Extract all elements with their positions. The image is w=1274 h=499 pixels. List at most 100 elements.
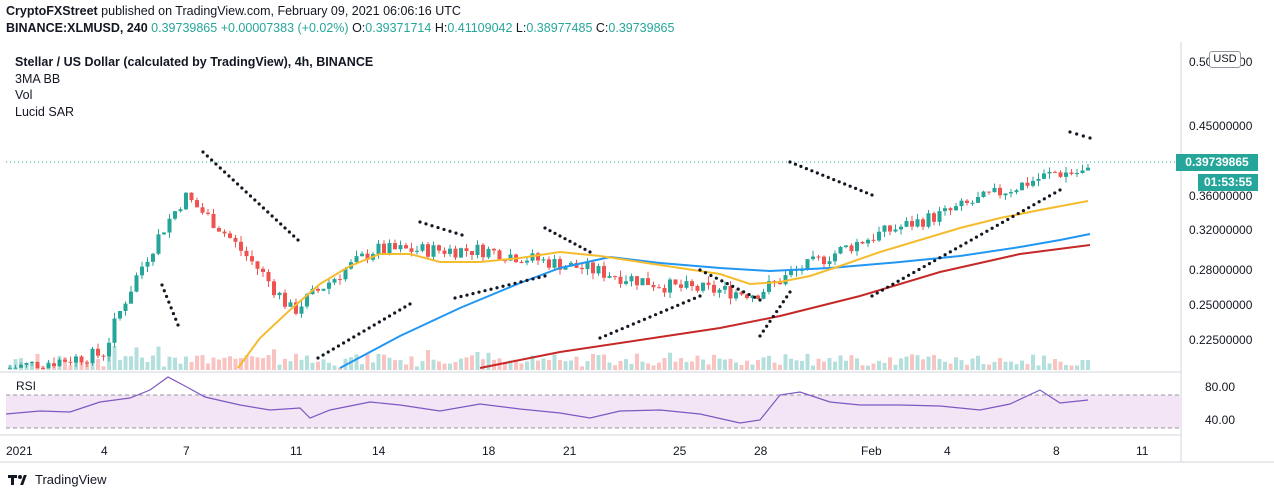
- volume-bar: [112, 346, 117, 370]
- volume-bar: [552, 354, 557, 370]
- volume-bar: [805, 353, 810, 370]
- volume-bar: [464, 357, 469, 370]
- candle-body: [976, 196, 980, 203]
- candle-body: [932, 213, 936, 222]
- sar-dot: [761, 329, 765, 333]
- chart-title[interactable]: Stellar / US Dollar (calculated by Tradi…: [15, 55, 374, 69]
- volume-bar: [519, 363, 524, 370]
- sar-dot: [235, 182, 240, 186]
- candle-body: [338, 279, 342, 281]
- sar-dot: [775, 309, 779, 314]
- sar-dot: [362, 329, 366, 333]
- symbol-label: BINANCE:XLMUSD, 240: [6, 21, 148, 35]
- volume-bar: [184, 356, 188, 370]
- sar-dot: [287, 230, 291, 234]
- sar-dot: [953, 247, 958, 251]
- sar-dot: [588, 250, 592, 254]
- volume-bar: [635, 353, 639, 370]
- sar-dot: [372, 323, 376, 327]
- volume-bar: [987, 364, 991, 370]
- rsi-tick-label: 40.00: [1205, 413, 1235, 427]
- candle-body: [552, 259, 557, 268]
- volume-bar: [200, 355, 205, 370]
- volume-bar: [871, 363, 876, 370]
- candle-body: [882, 225, 887, 232]
- time-tick-label: 7: [183, 444, 190, 458]
- time-tick-label: 14: [372, 444, 386, 458]
- sar-dot: [398, 308, 402, 312]
- candle-body: [415, 250, 419, 252]
- sar-dot: [274, 218, 279, 222]
- candle-body: [497, 250, 502, 261]
- sar-dot: [692, 296, 697, 300]
- candle-body: [970, 202, 975, 204]
- volume-bar: [756, 359, 760, 370]
- candle-body: [822, 256, 826, 265]
- candle-body: [162, 232, 166, 235]
- candle-body: [1086, 167, 1090, 171]
- legend-item-vol[interactable]: Vol: [15, 88, 33, 102]
- volume-bar: [794, 360, 799, 370]
- sar-dot: [454, 231, 458, 235]
- sar-dot: [896, 279, 900, 283]
- volume-bar: [767, 355, 771, 370]
- low-label: L:: [515, 21, 527, 35]
- time-tick-label: 11: [1136, 444, 1149, 458]
- volume-bar: [954, 357, 958, 370]
- volume-bar: [277, 364, 282, 370]
- sar-dot: [980, 232, 984, 236]
- sar-dot: [736, 287, 740, 291]
- sar-dot: [959, 244, 963, 248]
- sar-dot: [352, 335, 356, 339]
- sar-dot: [460, 233, 464, 237]
- sar-dot: [227, 174, 231, 178]
- candle-body: [294, 302, 298, 314]
- candle-body: [948, 208, 953, 211]
- volume-bar: [354, 354, 359, 370]
- volume-bar: [750, 364, 755, 370]
- sar-dot: [870, 294, 874, 298]
- candle-body: [591, 262, 595, 274]
- volume-bar: [937, 359, 942, 370]
- volume-bar: [833, 361, 837, 370]
- volume-bar: [151, 355, 155, 370]
- volume-bar: [530, 355, 535, 370]
- tradingview-branding[interactable]: TradingView: [8, 472, 107, 487]
- sar-dot: [341, 341, 346, 345]
- rsi-label[interactable]: RSI: [16, 379, 37, 393]
- sar-dot: [424, 222, 428, 226]
- candle-body: [574, 262, 579, 268]
- candle-body: [860, 241, 865, 244]
- candlesticks: [8, 163, 1090, 369]
- currency-button[interactable]: USD: [1209, 51, 1241, 68]
- publisher-name[interactable]: CryptoFXStreet: [6, 4, 98, 18]
- sar-dot: [1088, 136, 1092, 140]
- candle-body: [706, 282, 711, 285]
- volume-bar: [1047, 363, 1052, 370]
- volume-bar: [816, 358, 821, 370]
- legend-item-sar[interactable]: Lucid SAR: [15, 104, 75, 119]
- sar-dot: [171, 311, 176, 316]
- candle-body: [387, 243, 392, 254]
- volume-bar: [398, 360, 403, 370]
- candle-body: [354, 256, 359, 263]
- sar-dot: [1037, 200, 1041, 204]
- last-value: 0.39739865: [151, 21, 218, 35]
- sar-dot: [176, 323, 180, 327]
- sar-dot: [1027, 206, 1031, 210]
- volume-bar: [569, 360, 573, 370]
- volume-bar: [327, 362, 331, 370]
- candle-body: [365, 253, 370, 260]
- sar-dot: [626, 324, 630, 328]
- candle-body: [382, 243, 386, 254]
- legend-item-bb[interactable]: 3MA BB: [15, 71, 61, 86]
- volume-bar: [882, 362, 887, 370]
- volume-bar: [283, 358, 287, 370]
- sar-dot: [864, 191, 869, 195]
- volume-bar: [673, 361, 678, 370]
- candle-body: [838, 247, 843, 254]
- volume-bar: [426, 350, 430, 370]
- sar-dot: [489, 287, 493, 291]
- candle-body: [789, 270, 793, 276]
